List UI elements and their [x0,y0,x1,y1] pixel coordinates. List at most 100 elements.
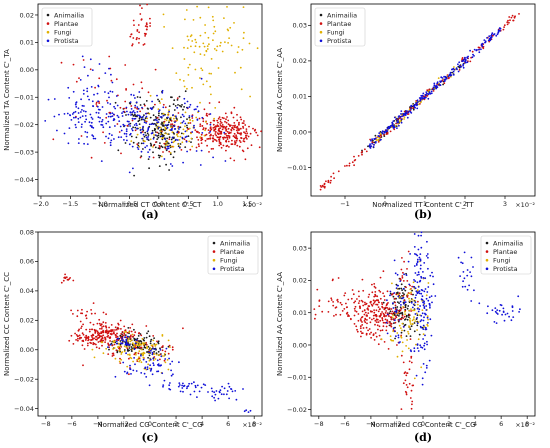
data-point [154,131,157,133]
data-point [179,78,181,81]
data-point [381,132,384,135]
data-point [504,313,507,316]
x-tick-label: −1.5 [63,200,79,208]
data-point [209,130,212,133]
data-point [327,300,330,303]
data-point [428,302,431,305]
data-point [170,374,173,377]
data-point [471,50,474,53]
data-point [132,94,135,97]
data-point [363,313,366,316]
data-point [178,361,180,364]
data-point [395,335,397,338]
data-point [162,106,165,109]
data-point [137,120,140,123]
data-point [80,327,82,329]
legend-entry: Protista [327,37,352,45]
data-point [199,77,201,79]
data-point [240,118,243,121]
data-point [179,104,181,107]
data-point [393,259,396,262]
data-point [424,312,426,315]
data-point [252,127,254,130]
data-point [404,379,407,382]
data-point [217,397,220,400]
data-point [419,305,421,307]
data-point [100,339,103,341]
data-point [142,354,144,357]
data-point [420,314,423,317]
data-point [159,358,161,361]
data-point [119,345,122,347]
data-point [466,57,469,59]
x-tick-label: 4 [473,420,477,428]
data-point [395,287,398,289]
panel-label: (c) [141,431,158,444]
data-point [373,301,376,304]
data-point [400,408,403,410]
data-point [377,328,379,331]
data-point [382,325,385,328]
data-point [364,148,366,151]
data-point [260,130,262,133]
legend-entry: Plantae [54,20,78,28]
legend-entry: Fungi [220,257,238,265]
data-point [174,105,177,107]
x-tick-label: 8 [252,420,256,428]
data-point [195,146,198,149]
data-point [486,312,489,315]
x-tick-label: −6 [67,420,77,428]
data-point [376,295,379,298]
data-point [109,115,112,118]
data-point [200,133,203,136]
data-point [370,139,372,142]
data-point [158,118,160,121]
data-point [219,120,222,123]
data-point [158,110,160,113]
data-point [213,119,216,122]
data-point [385,129,387,131]
data-point [427,97,430,100]
data-point [419,320,422,323]
data-point [107,115,110,118]
data-point [400,318,403,321]
data-point [413,316,415,318]
data-point [104,331,107,334]
data-point [411,403,413,406]
data-point [367,145,369,148]
data-point [215,134,218,137]
data-point [108,326,110,329]
data-point [461,60,464,63]
data-point [396,301,399,303]
data-point [359,327,362,330]
data-point [82,89,85,92]
data-point [218,137,221,139]
data-point [394,306,397,309]
data-point [178,126,181,129]
x-scale-label: ×10⁻² [515,201,535,209]
data-point [165,119,168,122]
data-point [373,309,375,311]
data-point [99,117,101,119]
data-point [65,276,68,279]
data-point [136,124,138,127]
data-point [139,156,142,159]
data-point [134,363,136,366]
data-point [423,316,425,319]
data-point [406,386,409,389]
data-point [411,289,413,292]
data-point [239,141,242,144]
data-point [138,31,141,34]
data-point [167,352,170,355]
data-point [131,333,134,336]
data-point [368,293,371,296]
data-point [329,181,332,184]
data-point [421,326,424,329]
data-point [430,334,433,337]
data-point [182,327,184,330]
data-point [379,133,382,135]
data-point [60,61,63,64]
data-point [158,112,160,115]
data-point [410,355,413,358]
